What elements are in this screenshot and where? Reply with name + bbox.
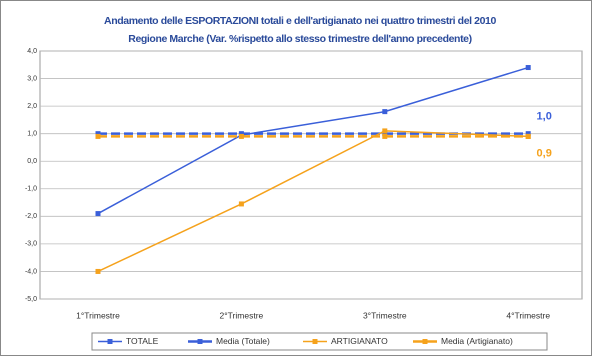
data-point xyxy=(525,131,531,137)
legend-label: TOTALE xyxy=(126,336,159,346)
data-point xyxy=(238,133,244,139)
x-tick-label: 4°Trimestre xyxy=(506,310,550,320)
y-tick-label: 2,0 xyxy=(27,103,37,110)
data-point xyxy=(238,131,244,137)
legend-marker xyxy=(312,339,318,344)
legend-label: Media (Totale) xyxy=(216,336,270,346)
data-label: 1,0 xyxy=(537,111,552,123)
chart-subtitle: Regione Marche (Var. %rispetto allo stes… xyxy=(128,33,471,45)
data-point xyxy=(382,109,388,115)
x-tick-label: 1°Trimestre xyxy=(76,310,120,320)
series-line xyxy=(97,66,529,215)
y-tick-label: 4,0 xyxy=(27,48,37,55)
data-point xyxy=(382,133,388,139)
y-tick-label: -4,0 xyxy=(25,268,37,275)
y-tick-label: 1,0 xyxy=(27,131,37,138)
data-point xyxy=(525,133,531,139)
data-label: 0,9 xyxy=(537,147,552,159)
legend-marker xyxy=(197,339,203,344)
y-tick-label: -5,0 xyxy=(25,296,37,303)
legend-label: ARTIGIANATO xyxy=(331,336,388,346)
data-point xyxy=(95,133,101,139)
x-tick-label: 3°Trimestre xyxy=(363,310,407,320)
x-tick-label: 2°Trimestre xyxy=(220,310,264,320)
series-line xyxy=(97,130,529,273)
data-point xyxy=(238,201,244,207)
legend-marker xyxy=(422,339,428,344)
y-tick-label: -2,0 xyxy=(25,213,37,220)
data-point xyxy=(95,131,101,137)
data-point xyxy=(382,131,388,137)
y-tick-label: 0,0 xyxy=(27,158,37,165)
legend-label: Media (Artigianato) xyxy=(441,336,513,346)
legend-marker xyxy=(107,339,113,344)
y-tick-label: 3,0 xyxy=(27,75,37,82)
data-point xyxy=(95,211,101,217)
data-point xyxy=(525,65,531,71)
y-tick-label: -3,0 xyxy=(25,241,37,248)
data-point xyxy=(382,128,388,134)
data-point xyxy=(95,268,101,274)
chart-title: Andamento delle ESPORTAZIONI totali e de… xyxy=(104,15,496,27)
y-tick-label: -1,0 xyxy=(25,186,37,193)
